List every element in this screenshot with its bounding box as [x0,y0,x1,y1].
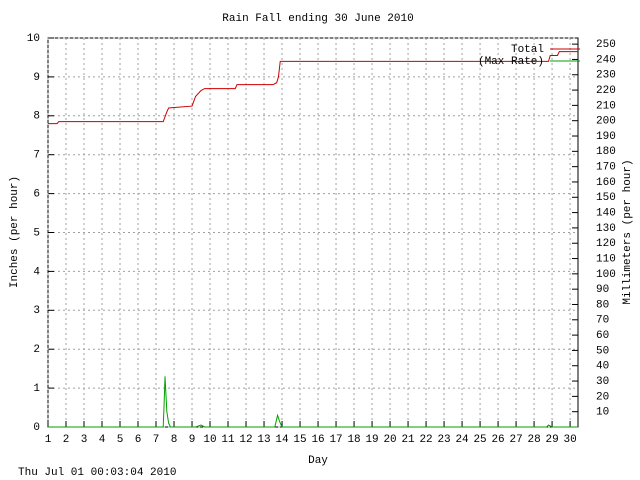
x-tick-label: 30 [563,434,576,446]
x-tick-label: 22 [419,434,432,446]
y-tick-label: 5 [33,227,40,239]
legend-label: (Max Rate) [478,56,544,68]
y2-tick-label: 40 [596,361,609,373]
y-tick-label: 6 [33,189,40,201]
y-tick-label: 1 [33,383,40,395]
y-tick-label: 8 [33,111,40,123]
x-tick-label: 23 [437,434,450,446]
x-tick-label: 19 [365,434,378,446]
y2-tick-label: 210 [596,100,616,112]
series-line [48,376,578,428]
x-tick-label: 9 [189,434,196,446]
x-tick-label: 18 [347,434,360,446]
x-tick-label: 27 [509,434,522,446]
x-tick-label: 28 [527,434,540,446]
y-tick-label: 3 [33,305,40,317]
y2-tick-label: 180 [596,146,616,158]
x-tick-label: 8 [171,434,178,446]
y2-tick-label: 60 [596,330,609,342]
y2-tick-label: 220 [596,85,616,97]
y2-tick-label: 100 [596,269,616,281]
y2-tick-label: 110 [596,253,616,265]
x-tick-label: 13 [257,434,270,446]
y-tick-label: 10 [27,33,40,45]
y2-tick-label: 240 [596,54,616,66]
y-tick-label: 4 [33,266,40,278]
y-tick-label: 0 [33,422,40,434]
y2-tick-label: 120 [596,238,616,250]
x-tick-label: 2 [63,434,70,446]
y2-axis-label: Millimeters (per hour) [622,159,634,304]
chart-title: Rain Fall ending 30 June 2010 [222,13,413,25]
x-tick-label: 20 [383,434,396,446]
x-tick-label: 25 [473,434,486,446]
y2-tick-label: 230 [596,70,616,82]
y-axis-label: Inches (per hour) [9,176,21,288]
x-tick-label: 17 [329,434,342,446]
y2-tick-label: 140 [596,207,616,219]
y2-tick-label: 90 [596,284,609,296]
y2-tick-label: 20 [596,391,609,403]
y2-tick-label: 50 [596,345,609,357]
y2-tick-label: 30 [596,376,609,388]
x-tick-label: 14 [275,434,289,446]
footer: Thu Jul 01 00:03:04 2010 [18,467,176,479]
y2-tick-label: 10 [596,407,609,419]
y2-tick-label: 250 [596,39,616,51]
x-tick-label: 1 [45,434,52,446]
series-line [48,51,578,125]
y2-tick-label: 160 [596,177,616,189]
y2-tick-label: 70 [596,315,609,327]
y-tick-label: 2 [33,344,40,356]
y-tick-label: 9 [33,72,40,84]
y2-tick-label: 190 [596,131,616,143]
legend-label: Total [511,44,544,56]
x-tick-label: 7 [153,434,160,446]
x-tick-label: 4 [99,434,106,446]
y2-tick-label: 80 [596,299,609,311]
x-tick-label: 26 [491,434,504,446]
x-tick-label: 6 [135,434,142,446]
x-tick-label: 3 [81,434,88,446]
x-tick-label: 10 [203,434,216,446]
x-tick-label: 11 [221,434,235,446]
y2-tick-label: 130 [596,223,616,235]
x-tick-label: 29 [545,434,558,446]
x-tick-label: 24 [455,434,469,446]
x-tick-label: 12 [239,434,252,446]
y2-tick-label: 150 [596,192,616,204]
x-axis-label: Day [308,455,328,467]
y2-tick-label: 200 [596,116,616,128]
x-tick-label: 16 [311,434,324,446]
x-tick-label: 5 [117,434,124,446]
y-tick-label: 7 [33,150,40,162]
x-tick-label: 21 [401,434,415,446]
x-tick-label: 15 [293,434,306,446]
y2-tick-label: 170 [596,162,616,174]
